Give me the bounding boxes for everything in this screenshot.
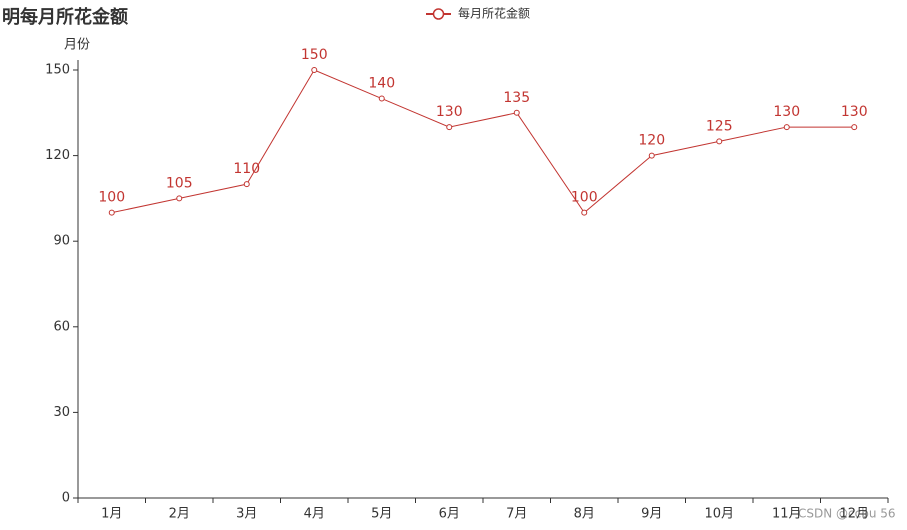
point bbox=[716, 138, 723, 145]
y-tick-label: 0 bbox=[62, 491, 70, 506]
series-line bbox=[111, 69, 855, 214]
legend-marker bbox=[432, 8, 445, 20]
watermark: CSDN @ccbu 56 bbox=[798, 507, 896, 521]
chart-title: 明每月所花金额 bbox=[2, 6, 128, 28]
y-tick-label: 30 bbox=[53, 405, 70, 420]
point bbox=[851, 124, 858, 131]
value-label: 150 bbox=[301, 47, 328, 63]
point bbox=[513, 109, 520, 116]
point bbox=[378, 95, 385, 102]
y-axis-label: 月份 bbox=[64, 38, 90, 53]
point bbox=[581, 209, 588, 216]
value-label: 110 bbox=[233, 161, 260, 177]
x-tick-label: 1月 bbox=[101, 507, 122, 522]
x-tick-label: 2月 bbox=[169, 507, 190, 522]
value-label: 135 bbox=[503, 90, 530, 106]
x-tick-label: 5月 bbox=[371, 507, 392, 522]
x-tick-label: 9月 bbox=[641, 507, 662, 522]
value-label: 140 bbox=[368, 76, 395, 92]
value-label: 105 bbox=[166, 175, 193, 191]
x-tick-label: 10月 bbox=[704, 507, 734, 522]
value-label: 125 bbox=[706, 118, 733, 134]
x-tick-label: 3月 bbox=[236, 507, 257, 522]
x-tick-label: 11月 bbox=[772, 507, 802, 522]
point bbox=[446, 124, 453, 131]
point bbox=[648, 152, 655, 159]
y-tick-label: 120 bbox=[45, 148, 70, 163]
value-label: 120 bbox=[638, 133, 665, 149]
y-tick-label: 90 bbox=[53, 234, 70, 249]
x-tick-label: 6月 bbox=[439, 507, 460, 522]
value-label: 130 bbox=[841, 104, 868, 120]
value-label: 130 bbox=[436, 104, 463, 120]
legend-label: 每月所花金额 bbox=[458, 6, 530, 21]
point bbox=[108, 209, 115, 216]
point bbox=[783, 124, 790, 131]
point bbox=[176, 195, 183, 202]
x-tick-label: 7月 bbox=[506, 507, 527, 522]
x-tick-label: 8月 bbox=[574, 507, 595, 522]
value-label: 100 bbox=[571, 190, 598, 206]
value-label: 130 bbox=[773, 104, 800, 120]
y-tick-label: 150 bbox=[45, 63, 70, 78]
x-tick-label: 4月 bbox=[304, 507, 325, 522]
y-tick-label: 60 bbox=[53, 319, 70, 334]
point bbox=[311, 67, 318, 73]
x-tick-label: 12月 bbox=[839, 507, 869, 522]
point bbox=[243, 181, 250, 188]
value-label: 100 bbox=[98, 190, 125, 206]
